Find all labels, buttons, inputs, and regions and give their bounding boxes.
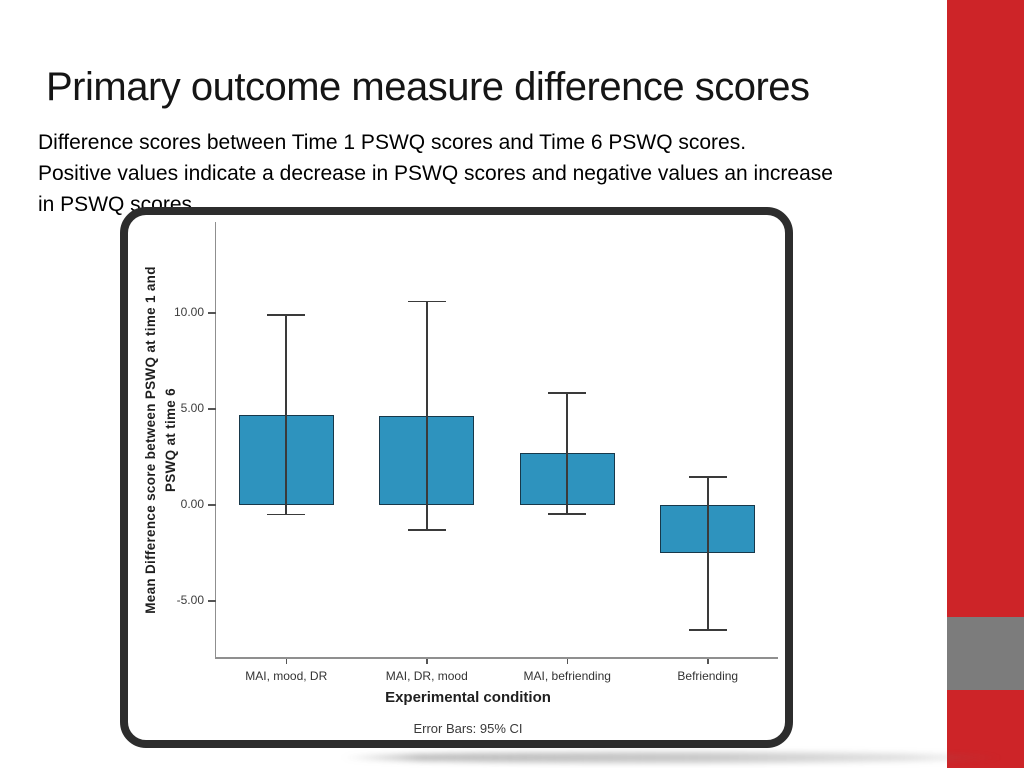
y-tick-5-00	[208, 408, 216, 410]
category-label-befriending: Befriending	[677, 669, 739, 683]
slide-title: Primary outcome measure difference score…	[46, 64, 810, 109]
y-tick-5-00	[208, 600, 216, 602]
error-bar-line-mai-mood-dr	[285, 314, 288, 515]
error-bar-line-befriending	[706, 477, 709, 630]
error-bar-cap-top-befriending	[688, 476, 727, 479]
y-axis-line	[214, 222, 216, 657]
x-axis-line	[214, 657, 778, 659]
x-axis-title: Experimental condition	[385, 689, 551, 706]
y-tick-10-00	[208, 312, 216, 314]
chart-canvas: Mean Difference score between PSWQ at ti…	[128, 215, 785, 740]
category-label-mai-befriending: MAI, befriending	[523, 669, 611, 683]
x-tick-befriending	[707, 658, 709, 664]
x-tick-mai-dr-mood	[426, 658, 428, 664]
y-tick-label-5-00: -5.00	[176, 593, 204, 607]
error-bar-cap-bottom-befriending	[688, 628, 727, 631]
y-tick-label-0-00: 0.00	[180, 497, 204, 511]
error-bar-cap-bottom-mai-dr-mood	[407, 529, 446, 531]
category-label-mai-mood-dr: MAI, mood, DR	[245, 669, 328, 683]
error-bar-cap-top-mai-befriending	[548, 391, 587, 394]
slide-body-text: Difference scores between Time 1 PSWQ sc…	[38, 131, 833, 216]
error-bars-footnote: Error Bars: 95% CI	[413, 721, 523, 736]
accent-sidebar	[947, 0, 1024, 768]
error-bar-line-mai-dr-mood	[425, 301, 428, 530]
y-tick-label-5-00: 5.00	[180, 401, 204, 415]
category-label-mai-dr-mood: MAI, DR, mood	[385, 669, 468, 683]
error-bar-cap-bottom-mai-befriending	[548, 512, 587, 515]
chart-frame-reflection	[340, 752, 1005, 763]
error-bar-cap-bottom-mai-mood-dr	[267, 513, 306, 516]
error-bar-cap-top-mai-dr-mood	[407, 300, 446, 303]
error-bar-line-mai-befriending	[566, 392, 569, 514]
accent-gray-block	[947, 617, 1024, 690]
y-tick-0-00	[208, 504, 216, 506]
x-tick-mai-mood-dr	[285, 658, 287, 664]
chart-frame: Mean Difference score between PSWQ at ti…	[120, 207, 793, 748]
x-tick-mai-befriending	[566, 658, 568, 664]
error-bar-cap-top-mai-mood-dr	[267, 314, 306, 316]
y-tick-label-10-00: 10.00	[173, 305, 204, 319]
